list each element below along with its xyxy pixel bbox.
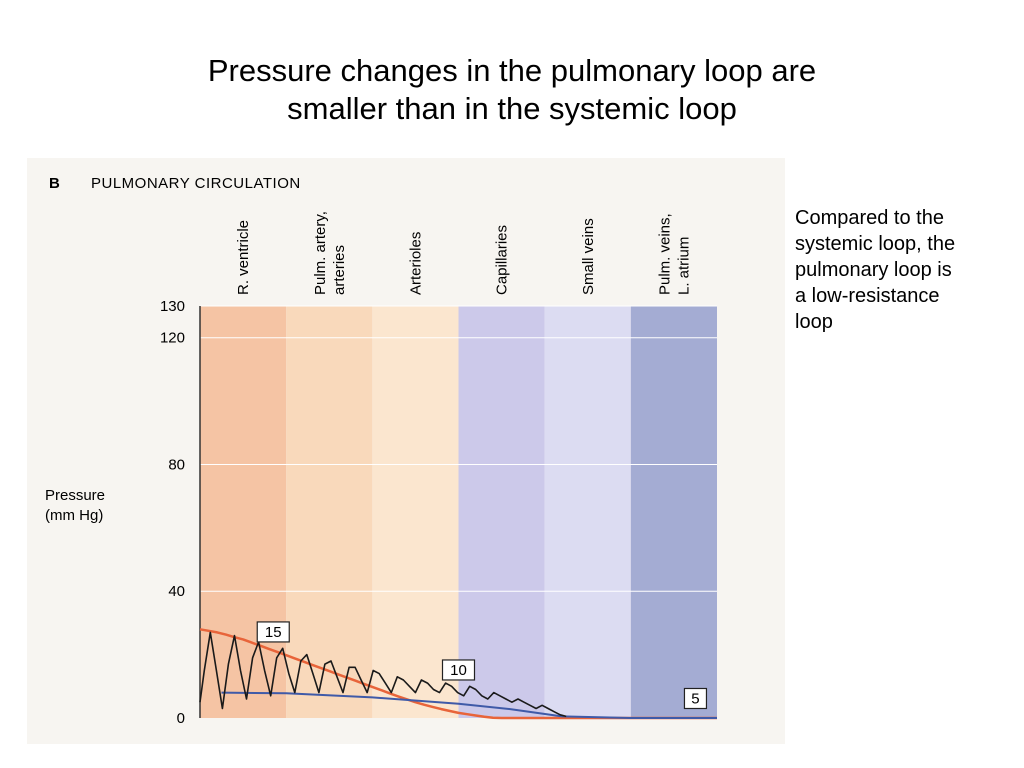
region-label: Pulm. veins, — [656, 213, 673, 295]
annotation-box — [256, 621, 290, 643]
pulsatile-pressure-line — [199, 631, 567, 718]
region-label: L. atrium — [675, 237, 692, 295]
slide-title-line1: Pressure changes in the pulmonary loop a… — [207, 53, 817, 88]
baseline-line — [221, 691, 717, 719]
annotations: 15 10 5 — [256, 621, 708, 710]
side-note: Compared to the systemic loop, the pulmo… — [795, 207, 956, 333]
annotation-label: 5 — [691, 690, 699, 707]
region-band — [458, 306, 545, 718]
figure-panel: B PULMONARY CIRCULATION R. ventricle Pulm… — [27, 158, 785, 744]
region-label: Arterioles — [407, 232, 424, 295]
y-tick-label: 40 — [168, 583, 185, 600]
slide-title-line2: smaller than in the systemic loop — [287, 91, 737, 126]
series-lines — [199, 628, 717, 720]
y-tick-label: 120 — [160, 330, 185, 347]
annotation-box — [683, 687, 708, 710]
y-axis: 0 40 80 120 130 Pressure (mm Hg) — [45, 298, 201, 727]
figure-heading: PULMONARY CIRCULATION — [91, 175, 301, 192]
region-label: Capillaries — [494, 225, 511, 295]
region-band — [200, 306, 287, 718]
region-band — [630, 306, 717, 718]
pulmonary-pressure-chart: B PULMONARY CIRCULATION R. ventricle Pulm… — [27, 158, 785, 744]
panel-letter: B — [49, 175, 60, 192]
region-labels: R. ventricle Pulm. artery, arteries Arterio… — [235, 211, 692, 295]
y-axis-label: Pressure — [45, 487, 105, 504]
region-band — [286, 306, 373, 718]
region-bands — [200, 306, 717, 718]
slide-title: Pressure changes in the pulmonary loop a… — [60, 52, 964, 128]
annotation-label: 15 — [265, 624, 282, 641]
region-label: Small veins — [580, 218, 597, 295]
region-label: arteries — [331, 245, 348, 295]
y-tick-label: 80 — [168, 456, 185, 473]
region-band — [544, 306, 631, 718]
region-label: R. ventricle — [235, 220, 252, 295]
region-band — [372, 306, 459, 718]
annotation-label: 10 — [450, 662, 467, 679]
y-tick-label: 130 — [160, 298, 185, 315]
y-axis-unit: (mm Hg) — [45, 507, 103, 524]
gridlines — [200, 305, 717, 592]
y-tick-label: 0 — [177, 710, 185, 727]
annotation-box — [441, 659, 476, 681]
region-label: Pulm. artery, — [312, 211, 329, 295]
